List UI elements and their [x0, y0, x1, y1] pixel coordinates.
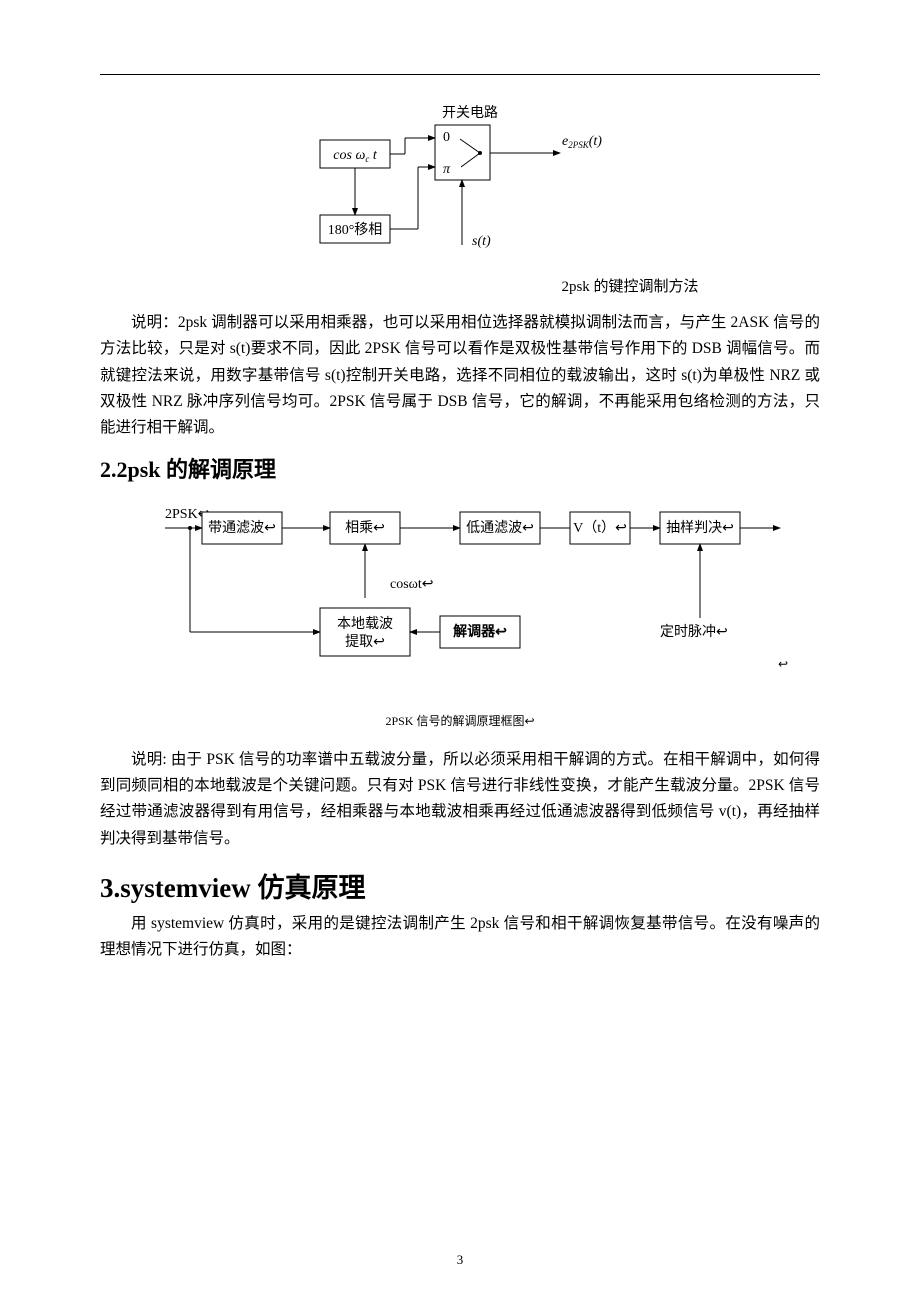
fig2-b5b: 提取↩ — [345, 634, 385, 650]
paragraph-1: 说明：2psk 调制器可以采用相乘器，也可以采用相位选择器就模拟调制法而言，与产… — [100, 310, 820, 442]
fig2-b3: 低通滤波↩ — [466, 520, 534, 536]
heading-3-systemview: 3.systemview 仿真原理 — [100, 866, 820, 905]
fig1-pi: π — [443, 162, 451, 177]
fig2-b5a: 本地载波 — [337, 616, 393, 632]
fig2-b2: 相乘↩ — [345, 520, 385, 536]
figure-keying-modulation: 开关电路 cos ωc t 0 π 180°移相 e2PSK(t) s(t) — [310, 105, 610, 265]
fig2-corner: ↩ — [778, 657, 788, 671]
fig2-b4: 抽样判决↩ — [666, 520, 734, 536]
figure-demod-block: 2PSK↩ 带通滤波↩ 相乘↩ 低通滤波↩ V（t）↩ 抽样判决↩ cosωt↩… — [130, 498, 790, 708]
page-number: 3 — [0, 1252, 920, 1268]
fig2-vt: V（t）↩ — [573, 520, 627, 536]
paragraph-2: 说明: 由于 PSK 信号的功率谱中五载波分量，所以必须采用相干解调的方式。在相… — [100, 747, 820, 852]
fig2-cos: cosωt↩ — [390, 577, 434, 592]
fig1-top-label: 开关电路 — [442, 105, 498, 121]
fig2-b6: 解调器↩ — [453, 623, 507, 640]
fig1-shift: 180°移相 — [328, 222, 383, 238]
fig1-zero: 0 — [443, 130, 450, 145]
heading-2-2psk-demod: 2.2psk 的解调原理 — [100, 452, 820, 484]
top-rule — [100, 74, 820, 75]
page: 开关电路 cos ωc t 0 π 180°移相 e2PSK(t) s(t) 2… — [0, 0, 920, 1302]
fig1-cos: cos ωc t — [333, 148, 378, 164]
fig1-out: e2PSK(t) — [562, 134, 602, 150]
paragraph-3: 用 systemview 仿真时，采用的是键控法调制产生 2psk 信号和相干解… — [100, 911, 820, 964]
figure2-caption: 2PSK 信号的解调原理框图↩ — [100, 712, 820, 729]
figure1-caption: 2psk 的键控调制方法 — [440, 275, 820, 296]
fig2-b1: 带通滤波↩ — [208, 520, 276, 536]
fig2-b7: 定时脉冲↩ — [660, 624, 728, 640]
fig1-st: s(t) — [472, 234, 491, 249]
